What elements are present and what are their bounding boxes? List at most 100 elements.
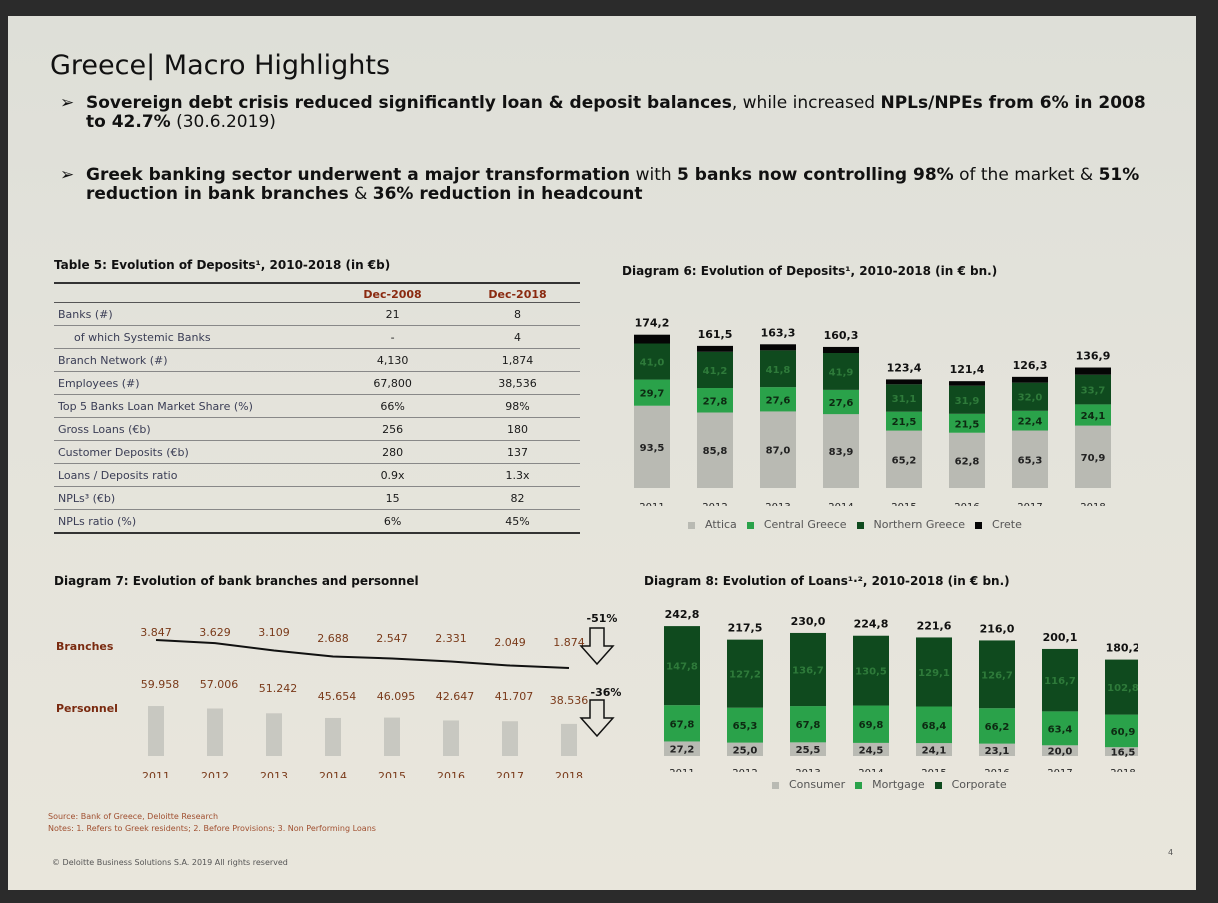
x-tick-label: 2011 <box>669 768 694 772</box>
x-tick-label: 2013 <box>795 768 820 772</box>
bar-segment <box>979 743 1015 756</box>
bar-segment <box>949 432 985 488</box>
personnel-value-label: 41.707 <box>495 690 534 703</box>
total-label: 136,9 <box>1076 350 1111 363</box>
bullet-2-bold-3: 51% reduction in bank branches <box>86 165 1140 204</box>
bar-segment <box>790 632 826 707</box>
data-label: 31,1 <box>892 394 917 405</box>
branches-value-label: 3.629 <box>199 626 231 639</box>
total-label: 123,4 <box>887 361 922 374</box>
bullet-1: ➢ Sovereign debt crisis reduced signific… <box>60 94 1155 132</box>
data-label: 116,7 <box>1044 676 1076 687</box>
source-note: Source: Bank of Greece, Deloitte Researc… <box>48 812 219 821</box>
table-row: Loans / Deposits ratio 0.9x 1.3x <box>54 463 580 487</box>
total-label: 200,1 <box>1043 631 1078 644</box>
table-row: NPLs ratio (%) 6% 45% <box>54 509 580 534</box>
x-tick-label: 2014 <box>858 768 883 772</box>
bar-segment <box>634 343 670 380</box>
notes: Notes: 1. Refers to Greek residents; 2. … <box>48 824 376 833</box>
row-label: NPLs³ (€b) <box>54 486 331 510</box>
total-label: 242,8 <box>665 608 700 621</box>
bar-segment <box>1075 404 1111 426</box>
x-tick-label: 2014 <box>319 770 347 778</box>
bullet-2-normal-2: of the market & <box>953 165 1099 185</box>
table-header-row: Dec-2008 Dec-2018 <box>54 286 580 303</box>
deposits-table: Dec-2008 Dec-2018 Banks (#) 21 8 of which S… <box>54 286 580 534</box>
diagram7-title: Diagram 7: Evolution of bank branches an… <box>54 574 419 588</box>
down-arrow-icon <box>579 699 615 738</box>
x-tick-label: 2012 <box>702 502 727 506</box>
bar-segment <box>1075 367 1111 375</box>
page-number: 4 <box>1168 848 1174 857</box>
legend-label: Attica <box>705 518 737 531</box>
branches-change-label: -51% <box>587 612 618 625</box>
bar-segment <box>727 639 763 708</box>
total-label: 216,0 <box>980 622 1015 635</box>
loans-chart: 27,2 67,8 147,8 242,8 2011 25,0 65,3 127,2 217,5… <box>664 608 1138 772</box>
table-row: Customer Deposits (€b) 280 137 <box>54 440 580 464</box>
value-2008: 15 <box>330 486 456 510</box>
data-label: 68,4 <box>922 721 947 732</box>
series-label-branches: Branches <box>56 640 114 653</box>
x-tick-label: 2018 <box>1110 768 1135 772</box>
branches-value-label: 1.874 <box>553 636 585 649</box>
total-label: 217,5 <box>728 622 763 635</box>
x-tick-label: 2017 <box>496 770 524 778</box>
bullet-1-bold-2: NPLs/NPEs from 6% in 2008 to 42.7% <box>86 93 1146 132</box>
value-2008: 256 <box>330 417 456 441</box>
bar-segment <box>760 344 796 351</box>
bar-segment <box>1105 714 1138 748</box>
personnel-bar <box>207 708 223 756</box>
bar-segment <box>916 743 952 756</box>
legend-item: Northern Greece <box>856 518 965 531</box>
data-label: 70,9 <box>1081 453 1106 464</box>
x-tick-label: 2016 <box>954 502 979 506</box>
bar-segment <box>634 334 670 344</box>
x-tick-label: 2015 <box>921 768 946 772</box>
x-tick-label: 2018 <box>555 770 583 778</box>
data-label: 33,7 <box>1081 386 1106 397</box>
bullet-1-text: Sovereign debt crisis reduced significan… <box>86 94 1155 132</box>
bar-segment <box>1042 745 1078 756</box>
row-label: of which Systemic Banks <box>54 325 331 349</box>
table-row: Branch Network (#) 4,130 1,874 <box>54 348 580 372</box>
bar-segment <box>1042 711 1078 746</box>
personnel-value-label: 38.536 <box>550 694 589 707</box>
total-label: 174,2 <box>635 317 670 330</box>
row-label: Banks (#) <box>54 302 331 326</box>
total-label: 121,4 <box>950 363 985 376</box>
bar-segment <box>634 405 670 488</box>
value-2018: 180 <box>455 417 580 441</box>
bar-segment <box>1012 382 1048 411</box>
value-2008: 280 <box>330 440 456 464</box>
bullet-1-normal-2: (30.6.2019) <box>170 112 276 132</box>
data-label: 20,0 <box>1048 747 1073 758</box>
value-2008: 21 <box>330 302 456 326</box>
personnel-bar <box>325 717 341 756</box>
series-label-personnel: Personnel <box>56 702 118 715</box>
table-header-label <box>54 286 331 303</box>
personnel-bar <box>266 713 282 756</box>
data-label: 67,8 <box>796 720 821 731</box>
bar-segment <box>697 412 733 488</box>
data-label: 65,3 <box>1018 455 1043 466</box>
table5-title: Table 5: Evolution of Deposits¹, 2010-20… <box>54 258 391 272</box>
legend-item: Crete <box>975 518 1022 531</box>
value-2008: 0.9x <box>330 463 456 487</box>
value-2018: 98% <box>455 394 580 418</box>
x-tick-label: 2012 <box>732 768 757 772</box>
data-label: 21,5 <box>892 417 917 428</box>
bar-segment <box>886 379 922 385</box>
personnel-value-label: 42.647 <box>436 690 475 703</box>
x-tick-label: 2017 <box>1047 768 1072 772</box>
data-label: 102,8 <box>1107 683 1138 694</box>
bar-segment <box>1012 430 1048 488</box>
diagram6-title: Diagram 6: Evolution of Deposits¹, 2010-… <box>622 264 998 278</box>
arrow-icon: ➢ <box>60 93 75 113</box>
total-label: 161,5 <box>698 328 733 341</box>
data-label: 21,5 <box>955 419 980 430</box>
data-label: 62,8 <box>955 456 980 467</box>
data-label: 136,7 <box>792 666 824 677</box>
branches-value-label: 2.331 <box>435 632 467 645</box>
data-label: 41,9 <box>829 367 854 378</box>
